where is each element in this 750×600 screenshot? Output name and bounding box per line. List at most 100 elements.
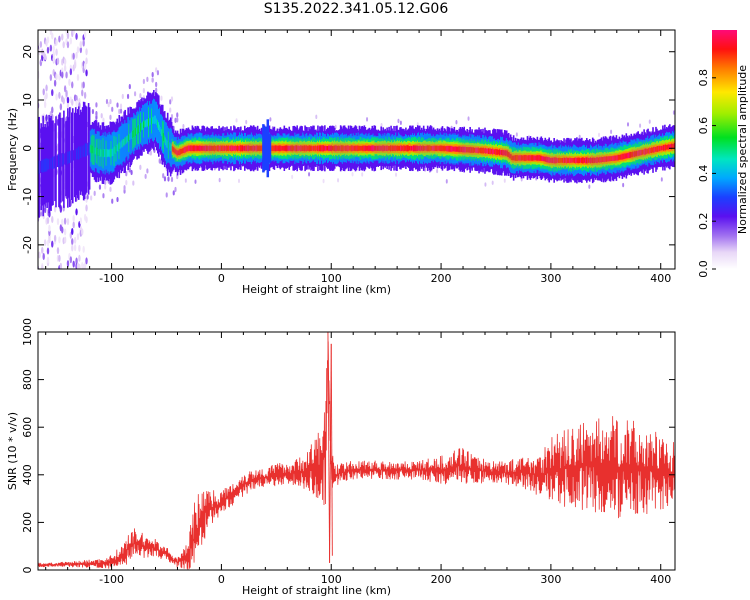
ridge-cell — [415, 145, 418, 152]
ridge-cell — [368, 145, 371, 152]
ridge-cell — [402, 145, 404, 151]
ridge-cell — [631, 152, 634, 158]
ridge-cell — [453, 146, 456, 152]
ridge-cell — [477, 147, 479, 154]
ridge-cell — [337, 145, 340, 152]
ridge-cell — [653, 146, 655, 153]
ridge-cell — [405, 145, 407, 151]
ridge-cell — [525, 155, 528, 161]
ridge-cell — [541, 155, 544, 161]
noise-speck — [163, 176, 167, 182]
ridge-cell — [41, 160, 43, 173]
ridge-cell — [406, 145, 408, 152]
spectrogram-xtick-label: 400 — [650, 272, 671, 285]
noise-speck — [167, 176, 170, 182]
ridge-cell — [247, 145, 250, 152]
ridge-cell — [418, 145, 421, 151]
ridge-cell — [428, 145, 431, 152]
ridge-cell — [454, 146, 457, 152]
ridge-cell — [394, 145, 396, 152]
noise-speck — [484, 182, 487, 187]
noise-speck — [182, 123, 185, 129]
ridge-cell — [608, 156, 611, 162]
ridge-cell — [435, 145, 438, 152]
ridge-cell — [589, 157, 592, 164]
ridge-cell — [232, 145, 234, 152]
noise-speck — [45, 92, 48, 100]
ridge-cell — [280, 145, 283, 151]
noise-speck — [660, 177, 663, 182]
noise-speck — [95, 102, 98, 108]
ridge-cell — [227, 145, 229, 151]
noise-speck — [46, 217, 50, 225]
ridge-cell — [438, 145, 441, 151]
snr-xlabel: Height of straight line (km) — [242, 584, 391, 597]
ridge-cell — [183, 147, 186, 154]
ridge-cell — [156, 118, 158, 126]
ridge-cell — [496, 149, 498, 155]
snr-frame — [37, 331, 676, 571]
ridge-cell — [212, 145, 214, 151]
snr-xtick-label: 300 — [540, 573, 561, 586]
ridge-cell — [277, 145, 280, 151]
ridge-cell — [628, 152, 631, 159]
ridge-cell — [336, 145, 339, 151]
noise-speck — [109, 114, 112, 120]
ridge-cell — [73, 149, 76, 161]
ridge-cell — [187, 145, 190, 152]
ridge-cell — [202, 145, 205, 151]
noise-speck — [45, 114, 48, 122]
ridge-cell — [507, 151, 510, 157]
noise-speck — [132, 180, 135, 186]
ridge-cell — [191, 145, 194, 151]
ridge-cell — [185, 146, 188, 153]
ridge-cell — [656, 146, 658, 152]
noise-speck — [41, 265, 44, 269]
noise-speck — [46, 36, 50, 44]
ridge-cell — [133, 130, 135, 137]
noise-speck — [69, 68, 73, 76]
noise-speck — [75, 208, 78, 216]
noise-speck — [337, 178, 340, 183]
ridge-cell — [148, 118, 150, 127]
ridge-cell — [504, 150, 507, 156]
ridge-cell — [413, 145, 415, 152]
ridge-cell — [514, 155, 517, 161]
ridge-cell — [484, 148, 486, 154]
noise-speck — [125, 180, 128, 186]
ridge-cell — [654, 146, 656, 153]
noise-speck — [455, 120, 458, 125]
ridge-cell — [383, 145, 385, 152]
noise-speck — [71, 238, 74, 246]
noise-speck — [194, 179, 197, 184]
ridge-cell — [48, 158, 50, 170]
noise-speck — [380, 122, 383, 128]
spectrogram-xtick-label: 0 — [218, 272, 225, 285]
ridge-cell — [529, 155, 532, 161]
noise-speck — [43, 239, 47, 247]
ridge-cell — [463, 146, 466, 153]
ridge-cell — [553, 157, 555, 164]
ridge-cell — [555, 157, 557, 164]
ridge-cell — [58, 154, 60, 168]
ridge-cell — [189, 145, 192, 152]
ridge-cell — [480, 147, 482, 154]
noise-speck — [45, 84, 48, 92]
ridge-cell — [293, 145, 296, 151]
noise-speck — [467, 116, 470, 121]
ridge-cell — [124, 137, 126, 146]
ridge-cell — [551, 157, 553, 164]
ridge-cell — [366, 145, 369, 151]
ridge-cell — [244, 145, 247, 152]
noise-speck — [123, 185, 126, 191]
ridge-cell — [63, 154, 65, 165]
ridge-cell — [362, 145, 365, 152]
colorbar: 0.0 0.2 0.4 0.6 0.8 Normalized spectral ampli… — [697, 30, 749, 278]
ridge-cell — [486, 148, 488, 154]
ridge-cell — [329, 145, 332, 151]
noise-speck — [43, 101, 47, 109]
ridge-cell — [433, 145, 436, 152]
noise-speck — [61, 226, 64, 234]
noise-speck — [95, 111, 98, 117]
noise-speck — [395, 172, 398, 177]
